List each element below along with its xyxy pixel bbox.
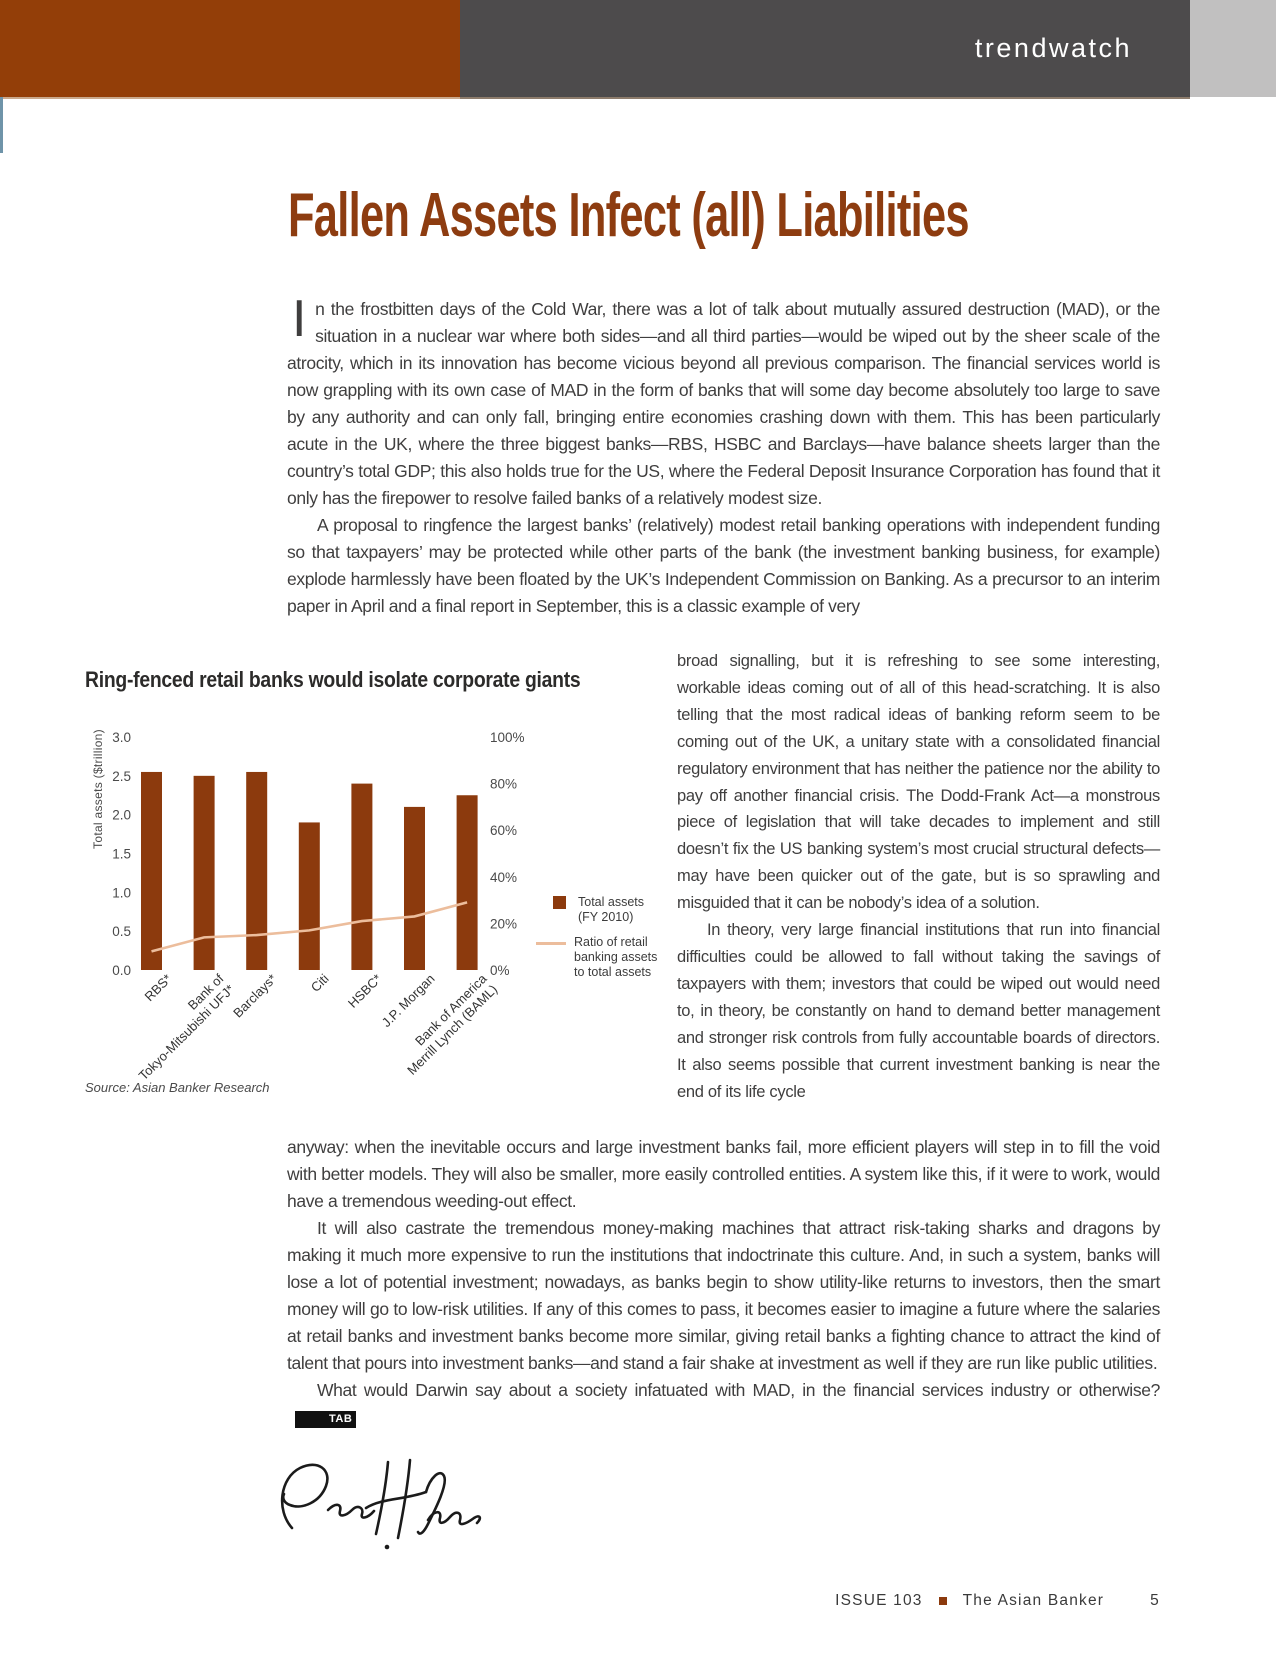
bar-chart: Ring-fenced retail banks would isolate c… — [85, 640, 707, 1115]
source-note: Source: Asian Banker Research — [85, 1080, 270, 1095]
ratio-line — [151, 901, 468, 953]
masthead-light-block — [1190, 0, 1276, 97]
publication-name: The Asian Banker — [962, 1592, 1105, 1609]
chart-legend: Total assets (FY 2010) Ratio of retail b… — [536, 895, 657, 990]
masthead: trendwatch — [0, 0, 1276, 99]
bar-swatch-icon — [553, 896, 566, 909]
end-of-article-badge: TAB — [295, 1411, 357, 1428]
bar-total-assets — [298, 822, 320, 970]
bar-total-assets — [141, 771, 162, 970]
right-axis-tick: 80% — [490, 777, 517, 792]
paragraph: broad signalling, but it is refreshing t… — [677, 652, 1160, 913]
paragraph: What would Darwin say about a society in… — [287, 1377, 1160, 1431]
paragraph: A proposal to ringfence the largest bank… — [287, 515, 1160, 616]
paragraph: anyway: when the inevitable occurs and l… — [287, 1137, 1160, 1211]
signature — [280, 1458, 482, 1550]
bar-total-assets — [246, 771, 268, 970]
section-label: trendwatch — [974, 33, 1132, 63]
article-body-wrap: broad signalling, but it is refreshing t… — [677, 648, 1160, 1105]
legend-item-ratio: Ratio of retail banking assets to total … — [536, 935, 657, 980]
bar-total-assets — [404, 806, 425, 970]
page-number: 5 — [1150, 1592, 1160, 1609]
drop-cap: I — [292, 290, 307, 348]
chart-title: Ring-fenced retail banks would isolate c… — [85, 667, 581, 692]
chart-plot-area: 3.0 2.5 2.0 1.5 1.0 0.5 0.0 100% 80% 60% 40% 20% 0% — [112, 730, 525, 978]
paragraph: In theory, very large financial institut… — [677, 921, 1160, 1101]
paragraph-text: What would Darwin say about a society in… — [317, 1380, 1160, 1400]
article-title: Fallen Assets Infect (all) Liabilities — [288, 181, 970, 250]
bar-total-assets — [193, 775, 215, 970]
bar-total-assets — [456, 795, 478, 970]
right-axis-tick: 0% — [490, 963, 510, 978]
bar-total-assets — [351, 783, 373, 970]
page-footer: ISSUE 103 The Asian Banker 5 — [835, 1592, 1160, 1610]
left-accent-line — [0, 97, 3, 153]
legend-item-total-assets: Total assets (FY 2010) — [553, 895, 657, 925]
left-axis-tick: 0.0 — [112, 963, 131, 978]
paragraph-text: n the frostbitten days of the Cold War, … — [287, 299, 1160, 508]
left-axis-tick: 3.0 — [112, 730, 131, 745]
masthead-brown-block — [0, 0, 460, 99]
footer-separator-square — [938, 1597, 947, 1605]
paragraph: It will also castrate the tremendous mon… — [287, 1218, 1160, 1373]
left-axis-tick: 1.0 — [112, 885, 131, 900]
right-axis-tick: 40% — [490, 870, 517, 885]
issue-label: ISSUE 103 — [835, 1592, 923, 1609]
line-swatch-icon — [536, 942, 566, 945]
left-axis-tick: 2.0 — [112, 808, 131, 823]
left-axis-tick: 1.5 — [112, 847, 131, 862]
masthead-dark-block: trendwatch — [460, 0, 1190, 99]
left-axis-tick: 2.5 — [112, 769, 131, 784]
right-axis-tick: 60% — [490, 823, 517, 838]
right-axis-tick: 100% — [490, 730, 525, 745]
article-body-bottom: anyway: when the inevitable occurs and l… — [287, 1134, 1160, 1431]
left-axis-tick: 0.5 — [112, 924, 131, 939]
right-axis-tick: 20% — [490, 916, 517, 931]
